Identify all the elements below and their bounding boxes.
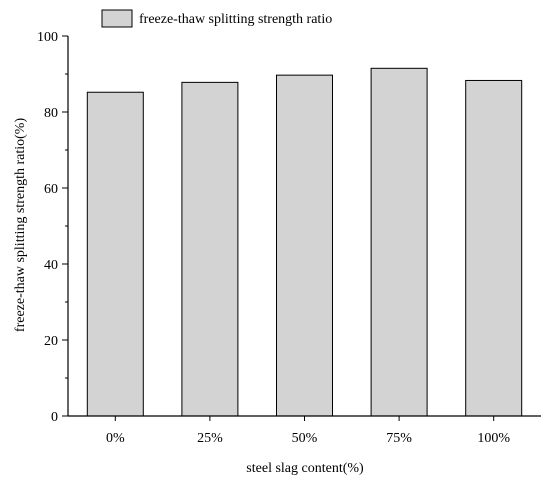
bar-100pct [465, 79, 523, 417]
bars-group [86, 67, 523, 417]
x-tick-label: 50% [292, 431, 318, 446]
x-tick-label: 0% [106, 431, 125, 446]
x-axis-title: steel slag content(%) [246, 461, 364, 476]
legend-swatch [101, 9, 133, 28]
y-tick-label: 20 [44, 334, 58, 349]
bar-0pct [86, 91, 144, 417]
x-tick-label: 25% [197, 431, 223, 446]
y-ticks-group: 0 20 40 60 80 100 [37, 30, 68, 425]
x-tick-label: 75% [386, 431, 412, 446]
y-tick-label: 0 [51, 410, 58, 425]
y-tick-label: 80 [44, 106, 58, 121]
x-tick-label: 100% [477, 431, 510, 446]
legend-label: freeze-thaw splitting strength ratio [139, 12, 332, 27]
bar-25pct [181, 81, 239, 417]
x-ticks-group: 0% 25% 50% 75% 100% [106, 416, 510, 446]
bar-50pct [276, 74, 333, 417]
y-tick-label: 60 [44, 182, 58, 197]
y-tick-label: 100 [37, 30, 58, 45]
legend: freeze-thaw splitting strength ratio [101, 9, 332, 28]
y-tick-label: 40 [44, 258, 58, 273]
y-axis-title: freeze-thaw splitting strength ratio(%) [13, 118, 28, 333]
bar-75pct [370, 67, 428, 417]
